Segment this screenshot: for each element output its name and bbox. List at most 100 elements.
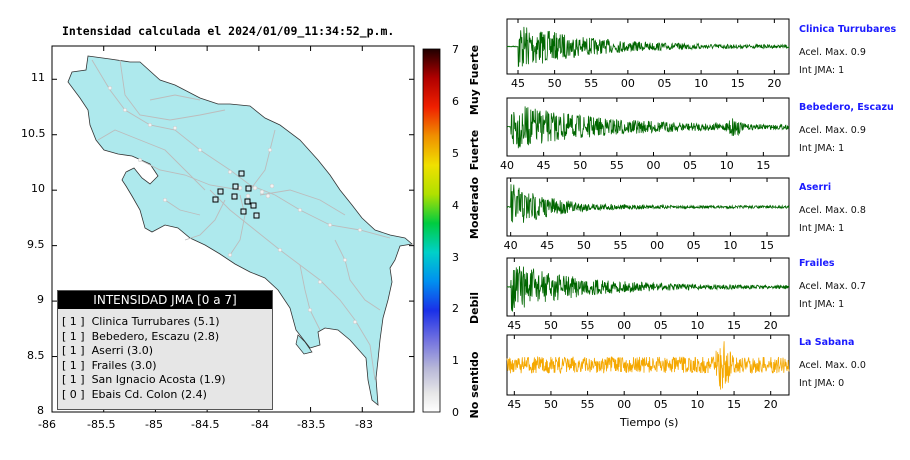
colorbar-gradient [422,48,441,413]
colorbar-tick: 4 [452,199,459,212]
colorbar-tick: 3 [452,251,459,264]
legend-level: [ 1 ] [62,358,85,372]
time-tick-label: 45 [537,159,551,172]
waveform-trace [506,266,790,312]
time-tick-label: 00 [617,319,631,332]
time-tick-label: 15 [756,159,770,172]
waveform-trace [506,26,790,68]
colorbar-tick: 5 [452,147,459,160]
colorbar-tick: 7 [452,43,459,56]
station-acel: Acel. Max. 0.9 [799,47,866,58]
time-tick-label: 40 [500,159,514,172]
waveform-trace [506,184,790,223]
legend-item: [ 0 ] Ebais Cd. Colon (2.4) [58,388,272,403]
time-tick-label: 55 [581,398,595,411]
time-tick-label: 15 [760,239,774,252]
seismogram-panel: 40 45 50 55 00 05 10 15 [504,177,790,252]
station-name: Aserri [799,182,832,193]
legend-station: Bebedero, Escazu (2.8) [91,329,220,343]
x-tick-label: -83.5 [297,418,326,431]
time-tick-label: 10 [694,77,708,90]
time-tick-label: 10 [690,319,704,332]
y-tick-label: 9 [37,293,44,306]
time-tick-label: 45 [511,77,525,90]
legend-station: Frailes (3.0) [91,358,157,372]
station-int: Int JMA: 1 [799,65,845,76]
legend-item: [ 1 ] Bebedero, Escazu (2.8) [58,330,272,345]
time-tick-label: 55 [581,319,595,332]
time-tick-label: 50 [544,319,558,332]
x-tick-label: -84 [251,418,269,431]
seismogram-panel: 45 50 55 00 05 10 15 20 [506,257,790,332]
time-tick-label: 45 [540,239,554,252]
station-int: Int JMA: 0 [799,378,845,389]
legend-station: Ebais Cd. Colon (2.4) [91,387,207,401]
intensity-colorbar [422,48,441,413]
time-tick-label: 55 [614,239,628,252]
station-acel: Acel. Max. 0.8 [799,205,866,216]
legend-station: Aserri (3.0) [91,344,154,357]
legend-item: [ 1 ] Frailes (3.0) [58,359,272,374]
station-int: Int JMA: 1 [799,143,845,154]
time-tick-label: 05 [687,239,701,252]
legend-title: INTENSIDAD JMA [0 a 7] [58,291,272,309]
station-name: Bebedero, Escazu [799,102,894,113]
colorbar-label: No sentido [468,351,481,418]
y-tick-label: 9.5 [27,238,45,251]
station-name: La Sabana [799,337,855,348]
y-tick-label: 8 [37,404,44,417]
time-tick-label: 40 [504,239,518,252]
legend-level: [ 1 ] [62,373,85,386]
colorbar-label: Moderado [468,177,481,240]
station-markers [212,170,260,219]
time-tick-label: 15 [731,77,745,90]
x-tick-label: -86 [38,418,56,431]
legend-item: [ 1 ] Clinica Turrubares (5.1) [58,315,272,330]
legend-level: [ 0 ] [62,387,85,401]
time-tick-label: 10 [720,159,734,172]
colorbar-tick: 0 [452,406,459,419]
time-tick-label: 20 [764,319,778,332]
y-tick-label: 10 [31,182,45,195]
time-tick-label: 45 [507,398,521,411]
colorbar-label: Muy Fuerte [468,45,481,115]
y-tick-label: 10.5 [21,127,46,140]
x-tick-label: -83 [355,418,373,431]
legend-station: Clinica Turrubares (5.1) [91,315,220,328]
seismogram-panel: 40 45 50 55 00 05 10 15 [500,97,790,172]
station-int: Int JMA: 1 [799,299,845,310]
legend-level: [ 1 ] [62,329,85,343]
station-acel: Acel. Max. 0.9 [799,125,866,136]
colorbar-tick: 2 [452,302,459,315]
time-axis-label: Tiempo (s) [620,416,679,429]
legend-level: [ 1 ] [62,344,85,357]
station-acel: Acel. Max. 0.7 [799,281,866,292]
station-acel: Acel. Max. 0.0 [799,360,866,371]
time-tick-label: 15 [727,398,741,411]
time-tick-label: 05 [654,319,668,332]
legend-item: [ 1 ] Aserri (3.0) [58,344,272,359]
time-tick-label: 50 [577,239,591,252]
town-markers [107,85,363,325]
time-tick-label: 00 [621,77,635,90]
map-frame [51,45,415,413]
time-tick-label: 10 [723,239,737,252]
colorbar-tick: 6 [452,95,459,108]
time-tick-label: 05 [683,159,697,172]
time-tick-label: 00 [617,398,631,411]
time-tick-label: 20 [764,398,778,411]
time-tick-label: 55 [610,159,624,172]
y-tick-label: 8.5 [27,349,45,362]
time-tick-label: 05 [654,398,668,411]
legend-list: [ 1 ] Clinica Turrubares (5.1) [ 1 ] Beb… [58,309,272,402]
seismogram-panels: 45 50 55 00 05 10 15 20 40 45 50 55 00 05 10 15 40 45 50 55… [500,18,790,411]
legend-level: [ 1 ] [62,315,85,328]
time-tick-label: 50 [544,398,558,411]
waveform-trace [506,106,790,149]
legend-item: [ 1 ] San Ignacio Acosta (1.9) [58,373,272,388]
seismogram-panel: 45 50 55 00 05 10 15 20 [506,334,790,411]
y-tick-label: 11 [31,71,45,84]
x-tick-label: -85.5 [87,418,116,431]
seismogram-panel: 45 50 55 00 05 10 15 20 [506,18,790,90]
station-int: Int JMA: 1 [799,223,845,234]
